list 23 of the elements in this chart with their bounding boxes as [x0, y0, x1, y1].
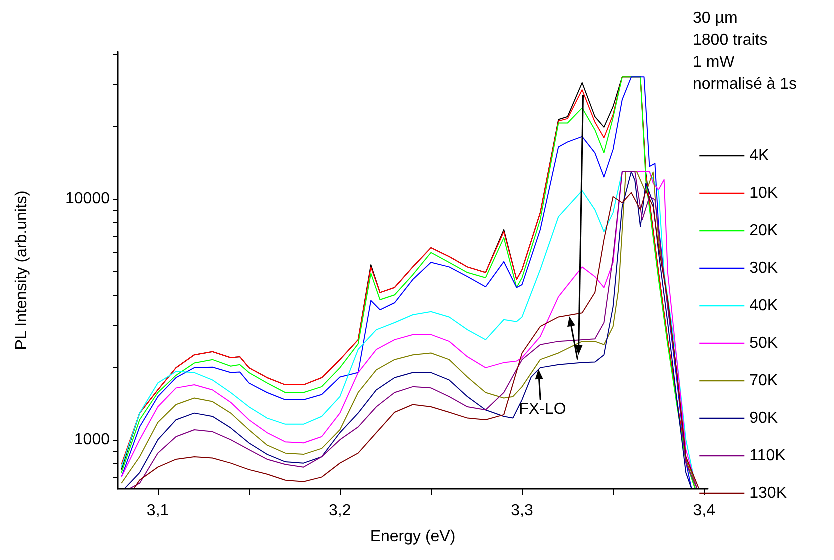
annotation: FX-LO	[519, 401, 566, 420]
legend-label: 4K	[750, 148, 770, 164]
y-tick-label: 1000	[74, 431, 110, 448]
legend-label: 30K	[750, 260, 778, 277]
legend-label: 40K	[750, 298, 778, 314]
legend-label: 20K	[750, 222, 778, 240]
y-axis-title: PL Intensity (arb.units)	[14, 190, 30, 350]
text: 1800 traits	[693, 31, 769, 51]
x-axis-title: Energy (eV)	[370, 528, 456, 546]
text: 30 µm	[693, 9, 739, 29]
legend-label: 70K	[750, 372, 778, 390]
x-tick-label: 3,3	[511, 502, 534, 520]
x-tick-label: 3,4	[693, 502, 716, 520]
legend-label: 10K	[750, 185, 778, 202]
legend-label: 130K	[750, 485, 788, 502]
legend-label: 90K	[750, 410, 778, 427]
y-tick-label: 10000	[66, 190, 110, 208]
legend-label: 110K	[750, 448, 786, 464]
x-tick-label: 3,2	[329, 502, 352, 520]
annotation: normalisé à 1s	[693, 75, 798, 95]
x-tick-label: 3,1	[146, 502, 170, 520]
annotation: 1 mW	[693, 53, 736, 73]
legend-label: 50K	[750, 335, 778, 352]
